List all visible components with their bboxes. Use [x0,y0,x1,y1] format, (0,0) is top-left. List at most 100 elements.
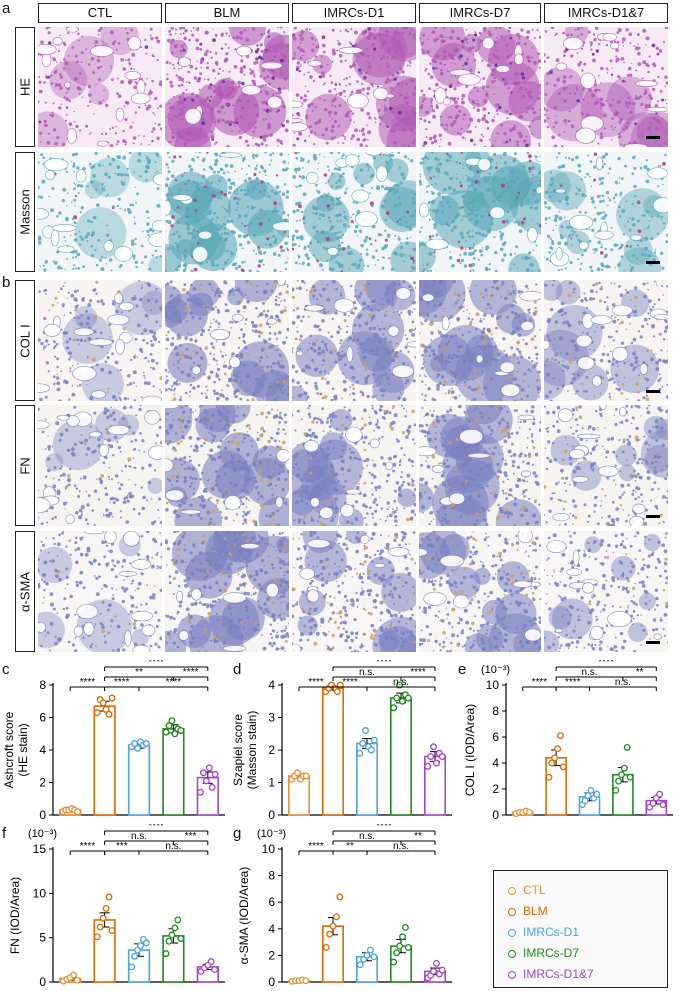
data-point [393,949,401,957]
significance-label: n.s. [359,831,375,842]
y-tick-label: 3 [268,711,275,725]
y-axis-label: COL I (IOD/Area) [463,704,477,796]
bar-blm [322,687,345,816]
data-point [336,893,344,901]
y-tick-label: 1 [268,776,275,790]
y-axis-label: Ashcroft score [2,711,16,788]
data-point [177,727,185,734]
data-point [326,930,334,938]
significance-label: n.s. [359,667,375,678]
data-point [199,769,207,777]
data-point [525,808,533,816]
significance-label: n.s. [165,841,181,852]
y-tick-label: 0 [492,808,499,822]
data-point [620,764,628,772]
y-tick-label: 6 [268,895,275,909]
data-point [142,939,150,947]
data-point [545,773,553,781]
data-point [168,717,176,725]
data-point [329,922,337,930]
column-header-blm: BLM [165,3,289,23]
y-tick-label: 15 [33,842,47,856]
data-point [399,697,406,705]
data-point [294,769,301,777]
y-axis-label: α-SMA (IOD/Area) [237,867,251,965]
legend-marker-icon [508,907,516,916]
data-point [554,745,561,753]
data-point [105,710,113,718]
significance-label: **** [532,677,548,688]
data-point [390,958,398,966]
legend-label: IMRCs-D1 [523,925,579,939]
data-point [433,759,440,767]
y-tick-label: 2 [39,776,46,790]
row-header-he: HE [15,27,35,147]
data-point [584,792,592,799]
panel-letter-d: d [233,661,242,678]
row-header-fn: FN [15,405,35,526]
y-axis-label: Szapiel score [232,714,245,786]
data-point [356,749,364,757]
micrograph-2-0 [38,280,162,401]
micrograph-4-4 [544,531,668,652]
panel-letter-b: b [2,274,11,291]
data-point [174,916,182,924]
data-point [430,967,437,975]
micrograph-0-3 [419,27,541,147]
y-tick-label: 4 [268,922,275,936]
column-header-imrcs-d1-7: IMRCs-D1&7 [544,3,668,23]
bar-imrcs-d1 [127,744,151,816]
data-point [623,743,631,751]
data-point [93,709,101,717]
data-point [559,763,567,771]
data-point [108,694,116,702]
data-point [356,961,364,969]
y-tick-label: 5 [39,931,46,945]
data-point [205,764,213,772]
y-tick-label: 2 [268,743,275,757]
data-point [618,771,625,779]
data-point [171,730,179,738]
data-point [131,952,139,960]
micrograph-4-1 [165,531,289,652]
panel-letter-f: f [2,825,7,842]
data-point [128,963,136,971]
row-header-a-sma: α-SMA [15,531,35,652]
data-point [362,727,369,734]
significance-label: **** [166,677,182,688]
micrograph-3-1 [165,405,289,526]
data-point [137,942,144,950]
data-point [333,688,341,695]
y-tick-label: 2 [492,782,499,796]
micrograph-0-2 [292,27,416,147]
micrograph-2-4 [544,280,668,401]
y-tick-label: 0 [268,808,275,822]
y-axis-label-sub: (HE stain) [16,723,30,776]
row-header-he-label: HE [17,77,33,97]
data-point [430,743,437,751]
micrograph-2-2 [292,280,416,401]
significance-label: n.s. [393,841,409,852]
micrograph-4-0 [38,531,162,652]
significance-label: **** [148,660,164,668]
data-point [70,971,78,979]
y-tick-label: 10 [262,842,276,856]
data-point [142,740,150,747]
micrograph-3-4 [544,405,668,526]
y-tick-label: 0 [39,975,46,989]
data-point [302,977,310,985]
data-point [302,772,310,780]
legend-marker-icon [508,949,516,958]
data-point [168,931,176,939]
column-header-imrcs-d7: IMRCs-D7 [419,3,541,23]
y-tick-label: 0 [268,975,275,989]
data-point [404,943,412,951]
chart-szapiel-score: 0 1 2 3 4 Szapiel score (Masson stain) **** ****… [232,660,452,822]
data-point [396,942,403,950]
data-point [556,732,564,740]
micrograph-4-2 [292,531,416,652]
y-axis-label: FN (IOD/Area) [8,877,22,954]
micrograph-1-2 [292,152,416,272]
